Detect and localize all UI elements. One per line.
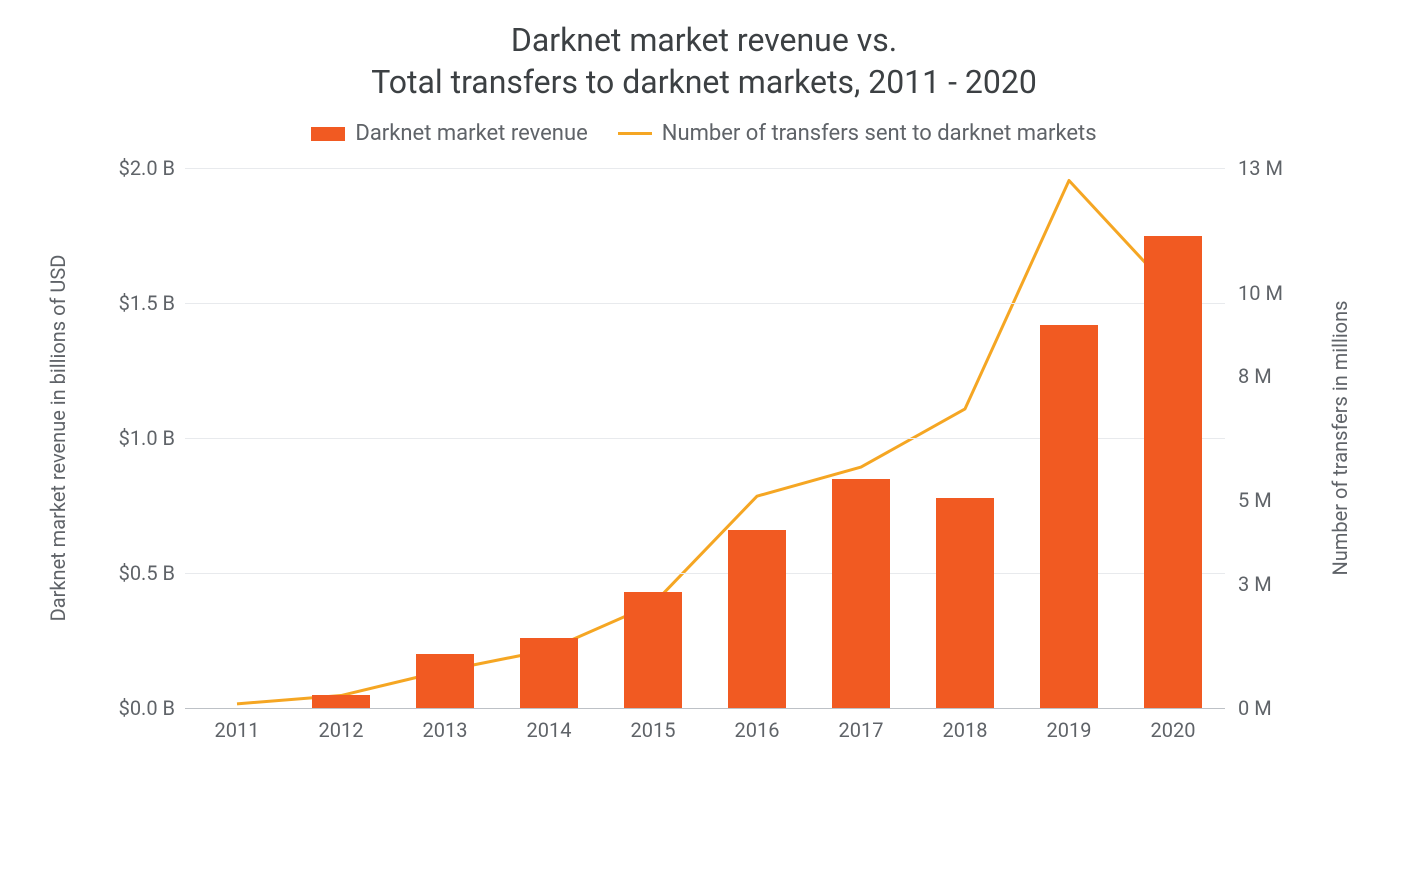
y-left-tick: $0.0 B [85, 696, 175, 720]
plot-region: Darknet market revenue in billions of US… [40, 168, 1368, 768]
gridline [185, 168, 1225, 169]
gridline [185, 303, 1225, 304]
y-right-tick: 0 M [1238, 696, 1318, 720]
legend-swatch-bar [311, 127, 345, 141]
y-left-axis-label: Darknet market revenue in billions of US… [46, 255, 70, 622]
y-left-tick: $0.5 B [85, 561, 175, 585]
bar [832, 479, 890, 709]
y-left-tick: $1.0 B [85, 426, 175, 450]
y-right-tick: 3 M [1238, 572, 1318, 596]
y-right-axis-label: Number of transfers in millions [1328, 301, 1352, 576]
legend-swatch-line [618, 132, 652, 135]
x-tick: 2015 [631, 718, 676, 742]
x-tick: 2014 [527, 718, 572, 742]
title-line-2: Total transfers to darknet markets, 2011… [40, 62, 1368, 104]
bar [624, 592, 682, 708]
bar [312, 695, 370, 709]
legend-label-revenue: Darknet market revenue [355, 121, 587, 146]
line-path [237, 181, 1173, 704]
bar [728, 530, 786, 708]
x-tick: 2011 [215, 718, 260, 742]
chart-title: Darknet market revenue vs. Total transfe… [40, 20, 1368, 103]
plot-area [185, 168, 1225, 708]
legend: Darknet market revenue Number of transfe… [40, 121, 1368, 146]
bar [416, 654, 474, 708]
bar [1040, 325, 1098, 708]
y-right-tick: 10 M [1238, 281, 1318, 305]
gridline [185, 708, 1225, 709]
y-right-tick: 8 M [1238, 364, 1318, 388]
x-tick: 2018 [943, 718, 988, 742]
chart-container: Darknet market revenue vs. Total transfe… [40, 20, 1368, 852]
legend-item-transfers: Number of transfers sent to darknet mark… [618, 121, 1097, 146]
x-tick: 2017 [839, 718, 884, 742]
x-tick: 2020 [1151, 718, 1196, 742]
y-right-tick: 13 M [1238, 156, 1318, 180]
y-left-tick: $2.0 B [85, 156, 175, 180]
legend-label-transfers: Number of transfers sent to darknet mark… [662, 121, 1097, 146]
title-line-1: Darknet market revenue vs. [40, 20, 1368, 62]
bar [520, 638, 578, 708]
bar [1144, 236, 1202, 709]
y-right-tick: 5 M [1238, 488, 1318, 512]
bar [936, 498, 994, 709]
x-tick: 2013 [423, 718, 468, 742]
y-left-tick: $1.5 B [85, 291, 175, 315]
x-tick: 2016 [735, 718, 780, 742]
legend-item-revenue: Darknet market revenue [311, 121, 587, 146]
x-tick: 2019 [1047, 718, 1092, 742]
x-tick: 2012 [319, 718, 364, 742]
